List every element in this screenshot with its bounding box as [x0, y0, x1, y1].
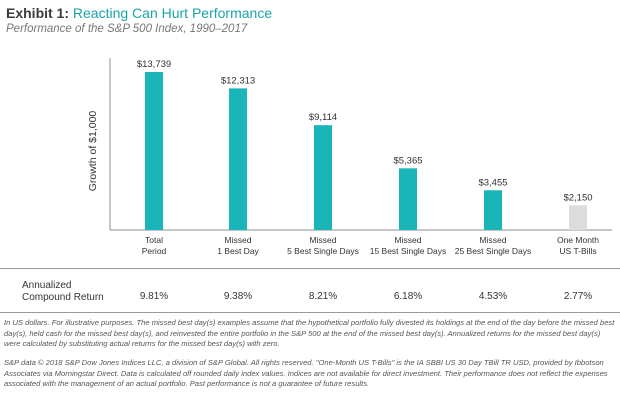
bar [314, 125, 332, 230]
category-label: Missed [310, 235, 337, 245]
category-label: 15 Best Single Days [370, 246, 447, 256]
returns-label-line2: Compound Return [22, 292, 104, 303]
bar-value-label: $13,739 [137, 59, 171, 70]
top-divider [0, 268, 620, 269]
return-value: 6.18% [393, 291, 423, 302]
chart-title: Exhibit 1: Reacting Can Hurt Performance [6, 5, 272, 21]
returns-row-label: Annualized Compound Return [22, 280, 104, 304]
return-value: 2.77% [563, 291, 593, 302]
bar [145, 72, 163, 230]
bar-value-label: $12,313 [221, 75, 255, 86]
bar-value-label: $2,150 [563, 192, 592, 203]
footnote-data-source: S&P data © 2018 S&P Dow Jones Indices LL… [4, 358, 608, 388]
category-label: Total [145, 235, 163, 245]
return-value: 8.21% [308, 291, 338, 302]
category-label: Period [142, 246, 167, 256]
bottom-divider [0, 312, 620, 313]
footnote-disclosure: In US dollars. For illustrative purposes… [4, 318, 615, 348]
chart-subtitle: Performance of the S&P 500 Index, 1990–2… [6, 23, 248, 35]
return-value: 4.53% [478, 291, 508, 302]
y-axis-label: Growth of $1,000 [87, 111, 99, 192]
category-label: Missed [480, 235, 507, 245]
bar-value-label: $5,365 [393, 155, 422, 166]
bar-value-label: $3,455 [478, 177, 507, 188]
category-label: US T-Bills [559, 246, 596, 256]
bar [484, 190, 502, 230]
category-label: 25 Best Single Days [455, 246, 532, 256]
category-label: One Month [557, 235, 599, 245]
category-label: Missed [395, 235, 422, 245]
category-label: Missed [225, 235, 252, 245]
return-value: 9.81% [139, 291, 169, 302]
exhibit-title: Reacting Can Hurt Performance [72, 5, 273, 21]
category-label: 1 Best Day [217, 246, 259, 256]
returns-label-line1: Annualized [22, 280, 72, 291]
bar [229, 88, 247, 230]
category-label: 5 Best Single Days [287, 246, 359, 256]
bar [399, 168, 417, 230]
bar-value-label: $9,114 [309, 112, 337, 123]
return-value: 9.38% [223, 291, 253, 302]
bar [569, 205, 587, 230]
exhibit-label: Exhibit 1: [6, 5, 70, 21]
